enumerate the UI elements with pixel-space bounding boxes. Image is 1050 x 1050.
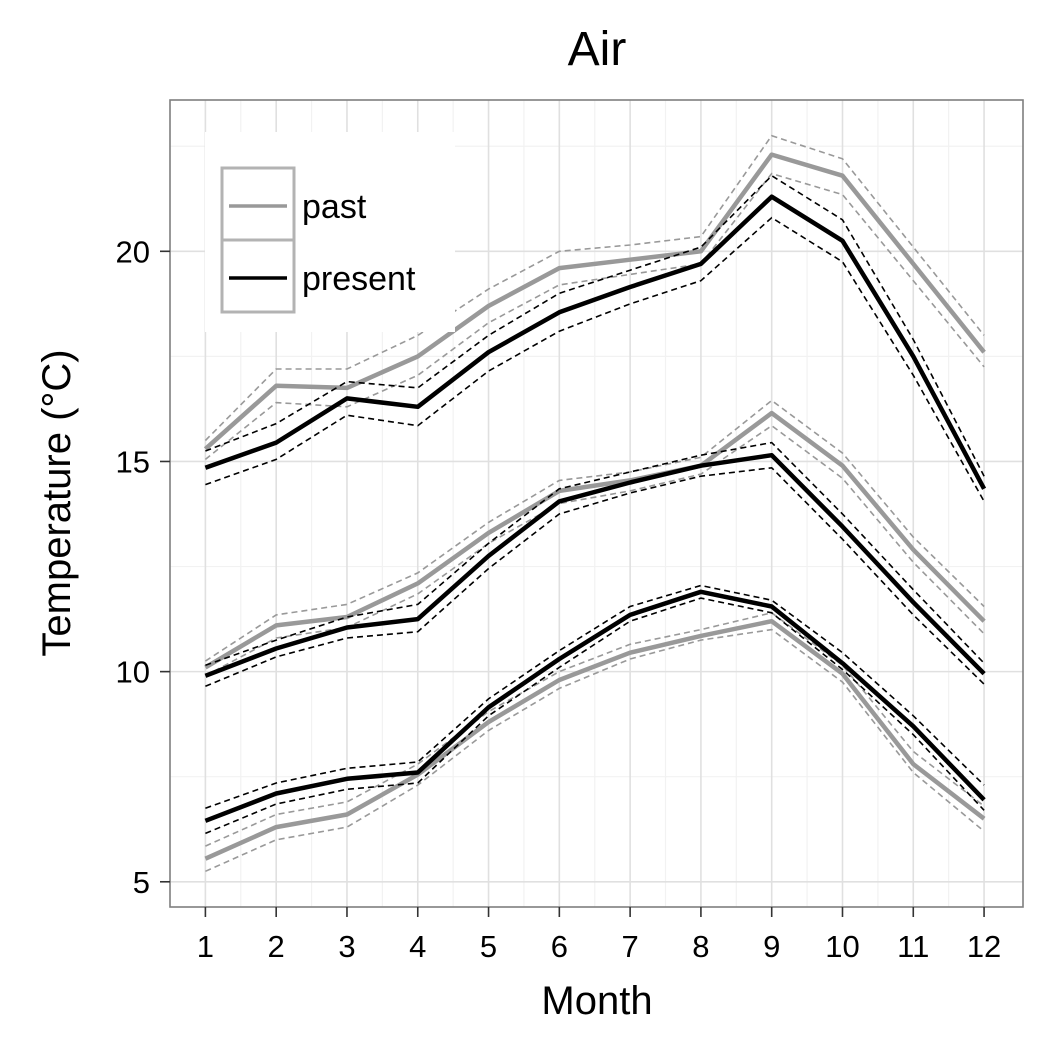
x-tick-label: 6 bbox=[551, 929, 568, 964]
series-present-middle-upper-bound bbox=[205, 441, 985, 667]
series-past-middle-lower-bound bbox=[205, 424, 985, 677]
x-tick-label: 1 bbox=[197, 929, 214, 964]
x-tick-label: 12 bbox=[967, 929, 1001, 964]
x-tick-label: 10 bbox=[825, 929, 859, 964]
legend-key-past bbox=[220, 166, 296, 242]
series-past-lower-lower-bound bbox=[205, 628, 985, 873]
series-present-middle-line bbox=[204, 452, 986, 678]
series-present-middle bbox=[204, 441, 986, 688]
series-past-upper-line bbox=[203, 152, 986, 451]
series-past-middle-line bbox=[204, 410, 986, 670]
series-present-upper-line bbox=[204, 194, 987, 490]
x-axis-title: Month bbox=[541, 979, 652, 1023]
x-tick-label: 11 bbox=[897, 929, 929, 964]
series-layer bbox=[203, 134, 987, 873]
legend-label-present: present bbox=[302, 260, 416, 298]
series-present-middle-lower-bound bbox=[205, 466, 985, 688]
series-past-lower bbox=[204, 611, 986, 873]
plot-panel-border bbox=[169, 99, 1024, 908]
x-tick-label: 2 bbox=[268, 929, 285, 964]
x-tick-label: 9 bbox=[763, 929, 780, 964]
y-tick-label: 20 bbox=[116, 234, 150, 269]
x-tick-label: 4 bbox=[409, 929, 426, 964]
series-present-lower-lower-bound bbox=[205, 597, 985, 835]
legend-label-past: past bbox=[302, 188, 367, 226]
series-past-middle-upper-bound bbox=[204, 399, 985, 662]
x-tick-label: 7 bbox=[621, 929, 638, 964]
series-present-lower bbox=[204, 584, 986, 835]
series-past-upper-lower-bound bbox=[204, 172, 985, 461]
series-past-middle bbox=[204, 399, 986, 677]
series-past-lower-line bbox=[204, 618, 986, 861]
series-past-upper bbox=[203, 134, 986, 461]
series-past-upper-upper-bound bbox=[204, 134, 985, 442]
series-present-upper-lower-bound bbox=[205, 216, 985, 502]
chart-title: Air bbox=[568, 23, 627, 76]
x-tick-label: 8 bbox=[692, 929, 709, 964]
y-tick-label: 10 bbox=[116, 655, 150, 690]
legend: past present bbox=[205, 132, 455, 332]
series-present-upper bbox=[204, 174, 987, 502]
x-tick-label: 3 bbox=[338, 929, 355, 964]
y-axis-title: Temperature (°C) bbox=[35, 349, 79, 656]
y-tick-label: 5 bbox=[133, 865, 150, 900]
y-tick-label: 15 bbox=[116, 444, 150, 479]
x-tick-label: 5 bbox=[480, 929, 497, 964]
series-present-lower-upper-bound bbox=[205, 584, 985, 809]
legend-key-present bbox=[220, 238, 296, 314]
series-present-lower-line bbox=[204, 589, 986, 823]
series-present-upper-upper-bound bbox=[205, 174, 985, 477]
